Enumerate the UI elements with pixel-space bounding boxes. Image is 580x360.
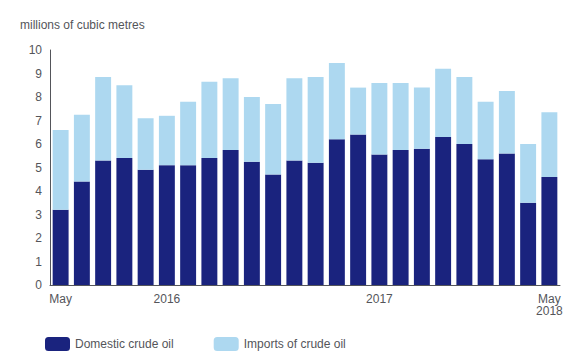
svg-text:5: 5 — [35, 161, 42, 175]
svg-text:9: 9 — [35, 67, 42, 81]
svg-text:8: 8 — [35, 90, 42, 104]
svg-text:2017: 2017 — [366, 292, 393, 306]
svg-text:3: 3 — [35, 208, 42, 222]
svg-text:2016: 2016 — [154, 292, 181, 306]
svg-text:May: May — [538, 292, 561, 306]
svg-text:2018: 2018 — [536, 304, 563, 318]
svg-text:0: 0 — [35, 278, 42, 292]
svg-text:1: 1 — [35, 255, 42, 269]
svg-text:4: 4 — [35, 184, 42, 198]
svg-text:Imports of crude oil: Imports of crude oil — [244, 337, 346, 351]
svg-text:millions of cubic metres: millions of cubic metres — [20, 18, 145, 32]
svg-text:10: 10 — [29, 43, 43, 57]
svg-text:7: 7 — [35, 114, 42, 128]
svg-text:May: May — [49, 292, 72, 306]
svg-text:6: 6 — [35, 137, 42, 151]
svg-text:Domestic crude oil: Domestic crude oil — [75, 337, 174, 351]
svg-text:2: 2 — [35, 231, 42, 245]
